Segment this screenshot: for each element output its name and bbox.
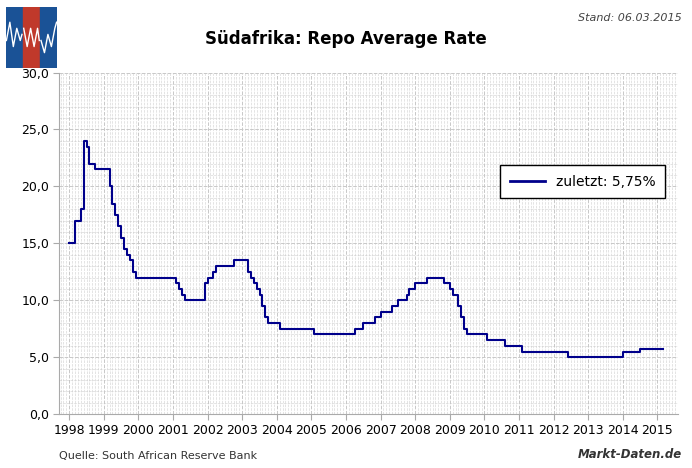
Legend: zuletzt: 5,75%: zuletzt: 5,75% bbox=[500, 165, 665, 198]
Text: Stand: 06.03.2015: Stand: 06.03.2015 bbox=[578, 13, 682, 23]
Text: Südafrika: Repo Average Rate: Südafrika: Repo Average Rate bbox=[205, 30, 487, 48]
Text: Markt-Daten.de: Markt-Daten.de bbox=[577, 448, 682, 461]
Bar bbox=[40, 7, 57, 68]
Bar bbox=[23, 7, 40, 68]
Bar bbox=[6, 7, 23, 68]
Text: Quelle: South African Reserve Bank: Quelle: South African Reserve Bank bbox=[59, 451, 257, 461]
